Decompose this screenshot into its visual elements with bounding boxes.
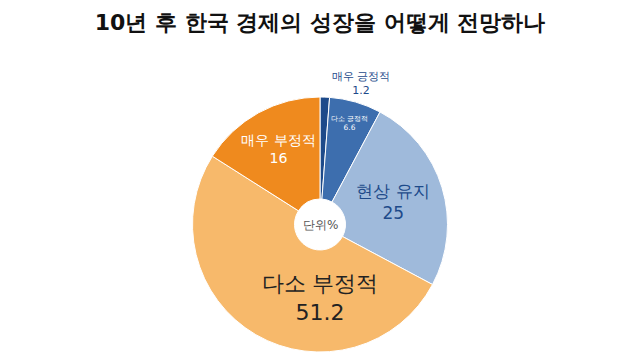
- svg-text:단위%: 단위%: [303, 218, 338, 232]
- svg-text:매우 부정적16: 매우 부정적16: [241, 132, 315, 166]
- svg-text:매우 긍정적1.2: 매우 긍정적1.2: [332, 70, 391, 97]
- svg-text:다소 부정적51.2: 다소 부정적51.2: [262, 271, 379, 325]
- svg-text:다소 긍정적6.6: 다소 긍정적6.6: [331, 114, 368, 133]
- svg-text:현상 유지25: 현상 유지25: [356, 181, 429, 223]
- svg-text:10년 후 한국 경제의 성장을 어떻게 전망하나: 10년 후 한국 경제의 성장을 어떻게 전망하나: [95, 10, 546, 35]
